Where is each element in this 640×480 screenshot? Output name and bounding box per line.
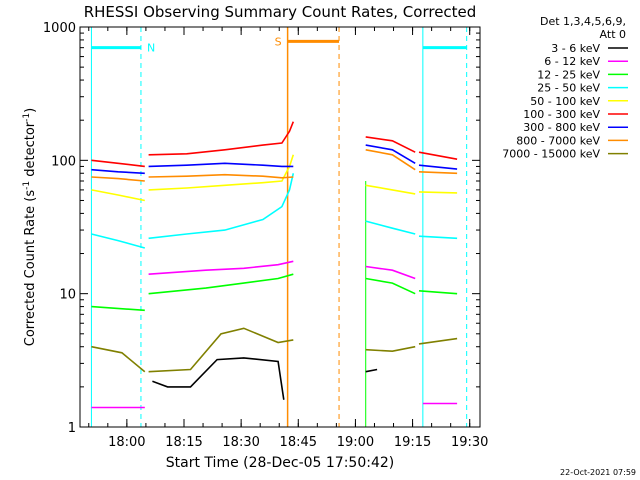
series-line-8 — [365, 345, 416, 353]
series-line-5 — [418, 151, 458, 160]
series-line-2 — [418, 290, 458, 295]
series-line-8 — [148, 327, 294, 373]
y-tick-label: 1000 — [43, 21, 76, 36]
legend-entry-label: 50 - 100 keV — [530, 95, 600, 108]
legend-entry-label: 100 - 300 keV — [523, 108, 600, 121]
series-line-4 — [418, 191, 458, 194]
series-line-6 — [365, 144, 416, 164]
y-tick-label: 100 — [51, 154, 76, 169]
series-line-2 — [365, 277, 416, 295]
x-tick-label: 18:30 — [222, 435, 259, 450]
series-layer — [91, 121, 458, 409]
series-line-6 — [148, 162, 294, 168]
x-axis: 18:00 18:15 18:30 18:45 19:00 19:15 19:30 — [88, 27, 488, 450]
series-line-2 — [148, 273, 294, 295]
legend-entry-label: 800 - 7000 keV — [516, 134, 600, 147]
series-line-0 — [365, 368, 378, 373]
series-line-3 — [365, 220, 416, 235]
generation-timestamp: 22-Oct-2021 07:59 — [560, 468, 636, 477]
legend-entry-label: 3 - 6 keV — [551, 42, 600, 55]
legend-entry-label: 300 - 800 keV — [523, 121, 600, 134]
series-line-3 — [148, 173, 295, 240]
legend-entry-label: 7000 - 15000 keV — [502, 148, 600, 161]
series-line-1 — [365, 265, 416, 280]
night-label: N — [147, 42, 155, 55]
legend-title-line-2: Att 0 — [600, 28, 626, 41]
legend-entry-label: 25 - 50 keV — [537, 82, 600, 95]
series-line-0 — [152, 357, 285, 400]
series-line-5 — [365, 136, 416, 153]
series-line-7 — [91, 176, 145, 182]
series-line-8 — [418, 337, 458, 345]
series-line-4 — [91, 189, 145, 202]
series-line-1 — [148, 260, 294, 275]
x-tick-label: 19:30 — [451, 435, 488, 450]
legend-title-line-1: Det 1,3,4,5,6,9, — [540, 15, 626, 28]
y-tick-label: 1 — [68, 421, 76, 436]
series-line-7 — [148, 173, 294, 179]
series-line-6 — [418, 164, 458, 170]
y-axis: 1 10 100 1000 — [43, 21, 480, 436]
series-line-3 — [91, 233, 146, 249]
y-tick-label: 10 — [59, 288, 76, 303]
x-axis-label: Start Time (28-Dec-05 17:50:42) — [166, 455, 394, 471]
series-line-4 — [148, 154, 295, 191]
series-line-8 — [91, 345, 146, 373]
series-line-4 — [365, 184, 416, 195]
y-axis-label: Corrected Count Rate (s-1 detector-1) — [22, 108, 38, 346]
legend-entry-label: 12 - 25 keV — [537, 68, 600, 81]
chart-title: RHESSI Observing Summary Count Rates, Co… — [84, 3, 477, 21]
plot-frame — [79, 26, 481, 428]
series-line-7 — [418, 171, 458, 175]
series-line-5 — [91, 159, 145, 168]
series-line-7 — [365, 149, 416, 171]
legend-entry-label: 6 - 12 keV — [544, 55, 600, 68]
series-line-2 — [91, 305, 145, 312]
series-line-6 — [91, 168, 145, 175]
series-line-5 — [148, 121, 295, 156]
x-tick-label: 19:00 — [337, 435, 374, 450]
x-tick-label: 19:15 — [394, 435, 431, 450]
x-tick-label: 18:45 — [280, 435, 317, 450]
x-tick-label: 18:15 — [165, 435, 202, 450]
x-tick-label: 18:00 — [108, 435, 145, 450]
series-line-3 — [418, 235, 458, 240]
saa-label: S — [275, 35, 282, 48]
